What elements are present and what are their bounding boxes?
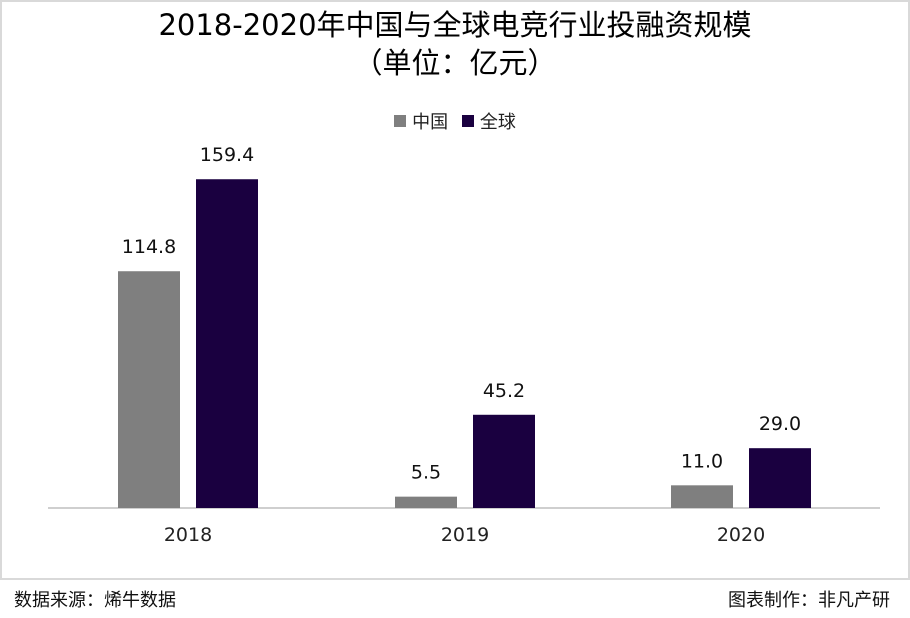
legend-item-global: 全球 xyxy=(461,108,516,134)
x-tick-label: 2020 xyxy=(717,524,765,546)
data-label: 29.0 xyxy=(759,413,801,435)
legend-item-china: 中国 xyxy=(394,108,448,134)
data-label: 114.8 xyxy=(122,236,176,258)
bar-global xyxy=(473,414,535,508)
data-label: 11.0 xyxy=(681,450,723,472)
credit-note: 图表制作：非凡产研 xyxy=(728,590,890,611)
bar-china xyxy=(395,496,457,508)
legend: 中国 全球 xyxy=(0,108,910,134)
title-text: 2018-2020年中国与全球电竞行业投融资规模 xyxy=(158,8,752,42)
legend-label: 全球 xyxy=(479,112,516,133)
bar-china xyxy=(118,271,180,508)
chart-frame xyxy=(0,0,910,580)
data-label: 159.4 xyxy=(200,144,254,166)
bar-china xyxy=(671,485,733,508)
bar-global xyxy=(749,448,811,508)
legend-swatch xyxy=(394,115,407,127)
legend-swatch xyxy=(461,115,474,127)
x-tick-label: 2018 xyxy=(164,524,212,546)
subtitle-text: （单位：亿元） xyxy=(353,46,557,80)
data-label: 45.2 xyxy=(483,380,525,402)
bar-global xyxy=(196,179,258,509)
legend-label: 中国 xyxy=(412,112,449,133)
source-note: 数据来源：烯牛数据 xyxy=(14,590,176,611)
chart-title: 2018-2020年中国与全球电竞行业投融资规模 （单位：亿元） xyxy=(0,6,910,82)
x-tick-label: 2019 xyxy=(441,524,489,546)
data-label: 5.5 xyxy=(411,462,441,484)
